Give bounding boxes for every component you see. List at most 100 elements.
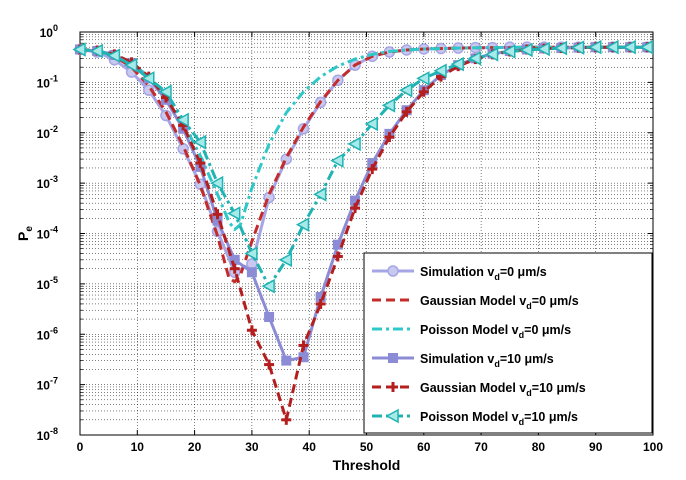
series-point bbox=[229, 263, 240, 274]
series-point bbox=[639, 39, 654, 55]
series-point bbox=[315, 298, 326, 309]
ticks-layer: 0 10 20 30 40 50 60 70 80 90 10010010-110-210-310-… bbox=[37, 23, 664, 454]
legend-label-subscript: d bbox=[494, 359, 500, 369]
y-tick-label: 10-6 bbox=[37, 325, 58, 342]
series-point bbox=[367, 164, 378, 175]
series-point bbox=[72, 42, 86, 57]
series-1 bbox=[74, 41, 654, 279]
series-point bbox=[195, 158, 206, 169]
series-point bbox=[106, 48, 121, 63]
legend-entry: Poisson Model vd=0 μm/s bbox=[372, 323, 571, 340]
series-line bbox=[79, 45, 648, 288]
y-tick-label-exp: -6 bbox=[50, 325, 58, 335]
series-point bbox=[450, 56, 464, 72]
y-tick-label-exp: -7 bbox=[50, 376, 58, 386]
x-tick-label: 80 bbox=[532, 440, 546, 454]
y-tick-label-base: 10 bbox=[37, 278, 51, 292]
series-point bbox=[209, 175, 224, 191]
legend-label-main: Poisson Model v bbox=[420, 410, 519, 424]
series-point bbox=[519, 42, 533, 58]
x-tick-label: 50 bbox=[360, 440, 374, 454]
y-axis-label-subscript: e bbox=[24, 226, 35, 232]
x-tick-label: 40 bbox=[303, 440, 317, 454]
series-point bbox=[330, 153, 344, 168]
series-point bbox=[536, 41, 550, 57]
x-tick-label: 10 bbox=[131, 440, 145, 454]
y-axis-label: Pe bbox=[15, 226, 35, 241]
series-point bbox=[433, 63, 447, 79]
y-tick-label-base: 10 bbox=[37, 76, 51, 90]
series-layer bbox=[72, 39, 654, 425]
series-point bbox=[384, 132, 395, 143]
series-point bbox=[175, 112, 189, 128]
series-point bbox=[588, 39, 602, 55]
series-point bbox=[553, 40, 568, 56]
series-point bbox=[399, 82, 413, 98]
series-line bbox=[79, 45, 648, 422]
y-tick-label-base: 10 bbox=[37, 228, 51, 242]
series-point bbox=[622, 39, 636, 55]
x-tick-label: 20 bbox=[188, 440, 202, 454]
legend-label-subscript: d bbox=[519, 330, 525, 340]
legend-entry: Gaussian Model vd=0 μm/s bbox=[372, 294, 579, 311]
y-tick-label-base: 10 bbox=[37, 429, 51, 443]
legend-label: Simulation vd=10 μm/s bbox=[420, 352, 554, 369]
x-tick-label: 90 bbox=[589, 440, 603, 454]
series-point bbox=[124, 57, 138, 73]
y-tick-label-exp: -2 bbox=[50, 124, 58, 134]
series-point bbox=[295, 217, 310, 232]
y-tick-label: 10-7 bbox=[37, 376, 58, 393]
y-tick-label-base: 10 bbox=[37, 177, 51, 191]
legend-label-subscript: d bbox=[526, 301, 532, 311]
legend-entry: Poisson Model vd=10 μm/s bbox=[372, 408, 578, 427]
legend-marker bbox=[388, 382, 398, 392]
series-point bbox=[347, 136, 361, 152]
legend-label-rest: =10 μm/s bbox=[532, 381, 586, 395]
series-point bbox=[401, 106, 412, 117]
legend-label-rest: =0 μm/s bbox=[524, 323, 571, 337]
y-tick-label-base: 10 bbox=[37, 127, 51, 141]
y-tick-label-exp: -1 bbox=[50, 73, 58, 83]
y-tick-label: 10-3 bbox=[37, 174, 58, 191]
series-point bbox=[89, 43, 103, 59]
series-point bbox=[244, 246, 258, 261]
x-tick-label: 30 bbox=[245, 440, 259, 454]
series-point bbox=[605, 39, 619, 55]
legend-label-subscript: d bbox=[519, 417, 525, 427]
legend-label-main: Gaussian Model v bbox=[420, 381, 526, 395]
series-point bbox=[281, 355, 292, 366]
y-tick-label: 10-1 bbox=[37, 73, 58, 90]
series-point bbox=[143, 84, 155, 96]
series-point bbox=[264, 359, 275, 370]
legend-label-main: Simulation v bbox=[420, 265, 494, 279]
y-tick-label: 10-8 bbox=[37, 426, 58, 443]
series-point bbox=[467, 51, 482, 66]
series-2 bbox=[79, 45, 653, 284]
legend-entry: Simulation vd=10 μm/s bbox=[372, 352, 554, 369]
legend-label: Gaussian Model vd=10 μm/s bbox=[420, 381, 586, 398]
legend-marker bbox=[388, 353, 398, 363]
series-point bbox=[313, 187, 327, 202]
legend-label-rest: =0 μm/s bbox=[532, 294, 579, 308]
series-point bbox=[158, 84, 172, 100]
legend-marker bbox=[387, 265, 399, 277]
x-axis-label: Threshold bbox=[333, 457, 401, 473]
x-tick-label: 70 bbox=[474, 440, 488, 454]
legend-marker bbox=[385, 408, 399, 424]
series-point bbox=[281, 414, 292, 425]
series-line bbox=[79, 45, 653, 284]
y-tick-label: 10-4 bbox=[37, 225, 58, 242]
y-tick-label-exp: -4 bbox=[50, 225, 58, 235]
series-point bbox=[502, 44, 516, 59]
legend-label-subscript: d bbox=[494, 272, 500, 282]
y-tick-label-exp: 0 bbox=[53, 23, 58, 33]
y-tick-label: 10-5 bbox=[37, 275, 58, 292]
y-tick-label-base: 10 bbox=[37, 379, 51, 393]
series-point bbox=[192, 134, 207, 150]
legend-label: Poisson Model vd=10 μm/s bbox=[420, 410, 578, 427]
series-point bbox=[418, 86, 429, 97]
legend-label: Gaussian Model vd=0 μm/s bbox=[420, 294, 579, 311]
legend-label-main: Gaussian Model v bbox=[420, 294, 526, 308]
